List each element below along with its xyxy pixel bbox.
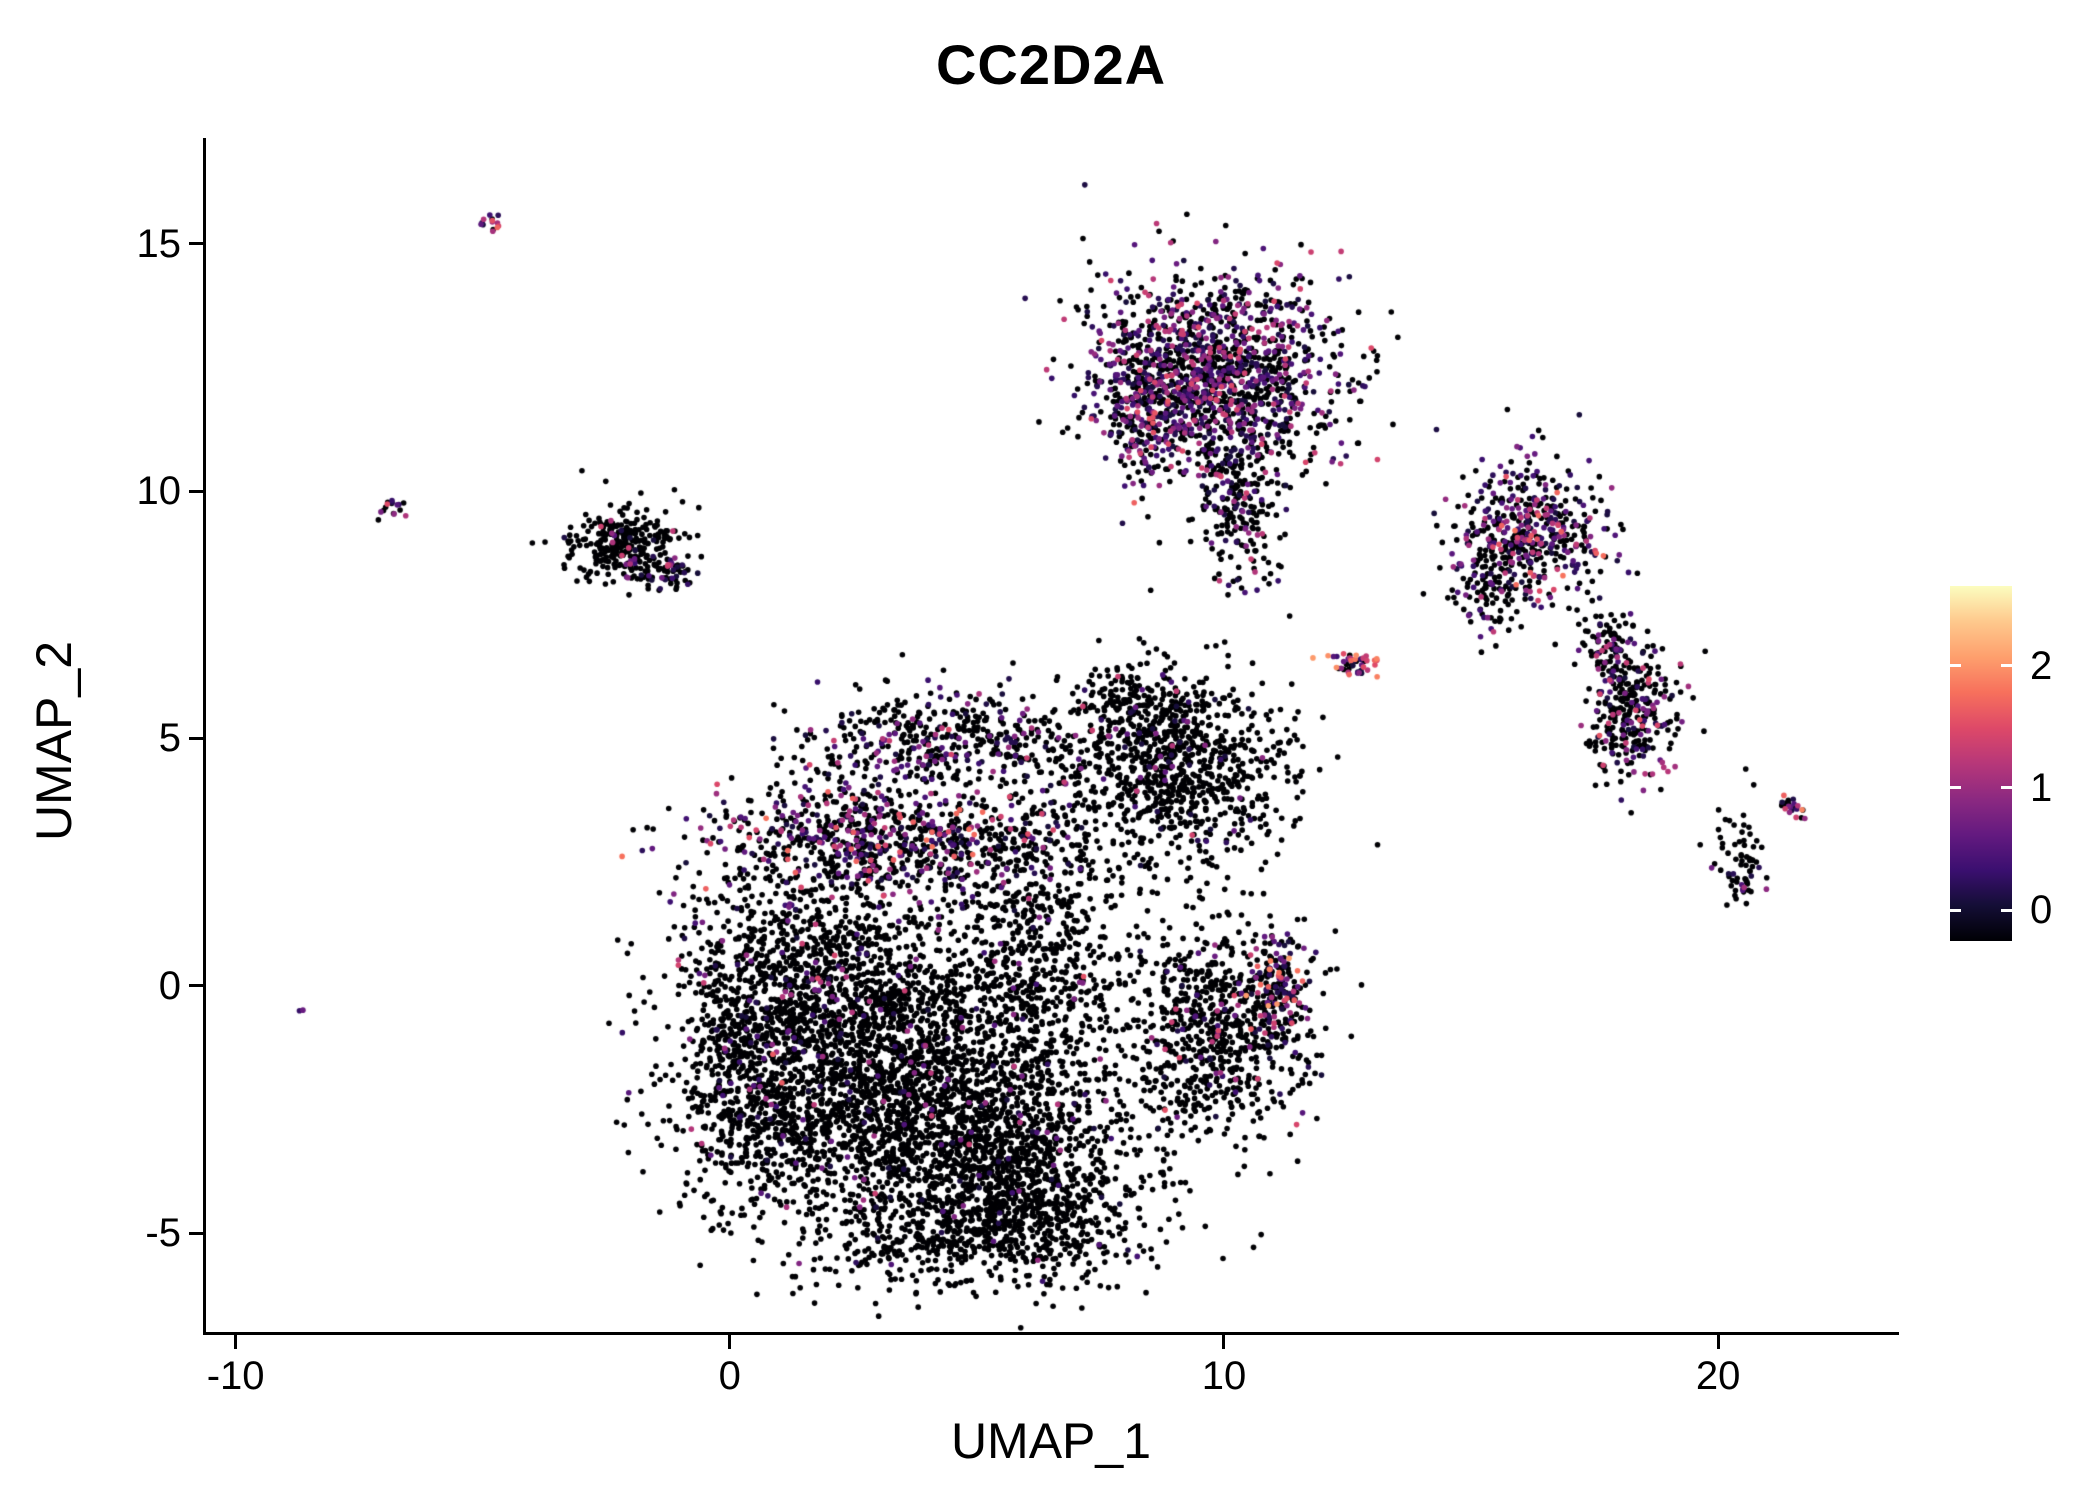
x-tick-label: 10	[1201, 1354, 1247, 1398]
x-axis-line	[203, 1332, 1899, 1335]
y-tick-label: 0	[158, 963, 181, 1008]
colorbar-tick-mark	[1950, 664, 1961, 668]
x-tick-label: 20	[1695, 1354, 1741, 1398]
y-tick-mark	[189, 242, 203, 246]
colorbar-tick-mark	[2001, 664, 2012, 668]
colorbar-tick-mark	[2001, 786, 2012, 790]
x-axis-label: UMAP_1	[950, 1413, 1152, 1469]
y-tick-label: -5	[145, 1211, 181, 1256]
y-tick-label: 5	[158, 716, 181, 761]
x-tick-label: -10	[206, 1354, 265, 1398]
x-tick-mark	[728, 1335, 732, 1349]
colorbar-tick-mark	[1950, 908, 1961, 912]
colorbar-tick-label: 2	[2030, 643, 2053, 688]
y-tick-mark	[189, 1231, 203, 1235]
colorbar-tick-label: 0	[2030, 888, 2053, 933]
y-tick-mark	[189, 984, 203, 988]
plot-title: CC2D2A	[935, 33, 1167, 96]
colorbar-tick-mark	[1950, 786, 1961, 790]
x-tick-label: 0	[718, 1354, 741, 1398]
colorbar-tick-label: 1	[2030, 765, 2053, 810]
x-tick-mark	[234, 1335, 238, 1349]
y-tick-mark	[189, 736, 203, 740]
colorbar-tick-mark	[2001, 908, 2012, 912]
y-tick-label: 10	[136, 469, 182, 514]
y-tick-mark	[189, 489, 203, 493]
y-tick-label: 15	[136, 221, 182, 266]
x-tick-mark	[1716, 1335, 1720, 1349]
y-axis-line	[203, 138, 206, 1335]
colorbar-legend: 0 1 2	[1950, 586, 2100, 941]
colorbar-gradient	[1950, 586, 2012, 941]
y-axis-label: UMAP_2	[26, 640, 82, 842]
x-tick-mark	[1222, 1335, 1226, 1349]
